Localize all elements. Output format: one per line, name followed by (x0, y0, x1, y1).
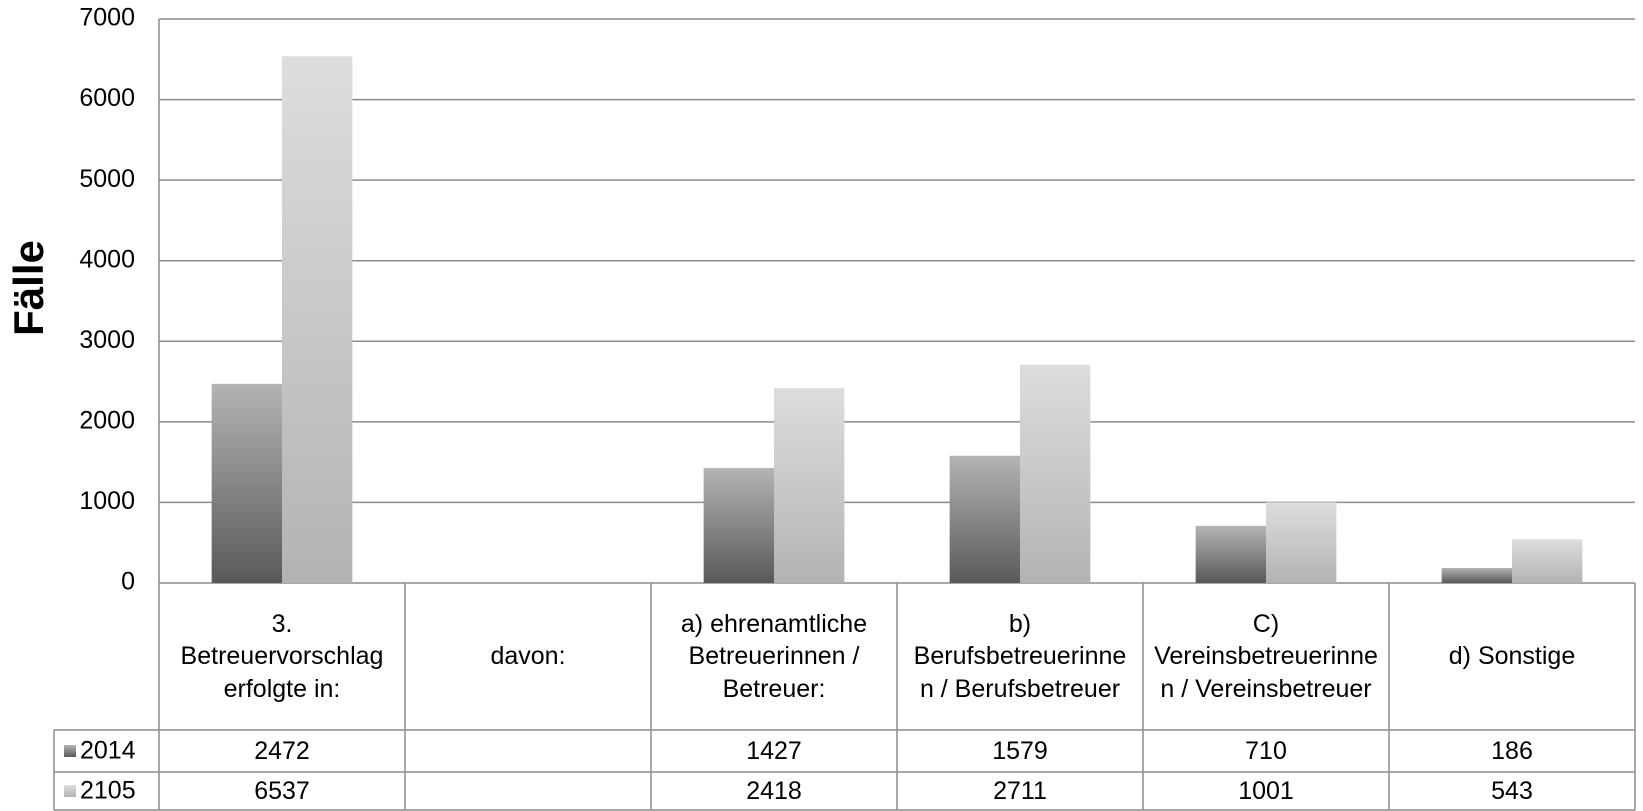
y-tick-label: 2000 (79, 406, 135, 434)
bar (1512, 539, 1583, 583)
table-value: 2711 (993, 776, 1047, 805)
legend-marker (64, 785, 76, 797)
table-value: 186 (1491, 736, 1533, 765)
y-tick-label: 7000 (79, 4, 135, 32)
category-label: C) Vereinsbetreuerinnen / Vereinsbetreue… (1154, 609, 1378, 703)
table-value: 1427 (746, 736, 802, 765)
y-tick-label: 0 (121, 568, 135, 596)
bar (1195, 525, 1266, 583)
bar (211, 383, 282, 583)
table-value: 1001 (1238, 776, 1294, 805)
table-value: 2472 (254, 736, 310, 765)
y-tick-label: 1000 (79, 487, 135, 515)
y-tick-label: 4000 (79, 245, 135, 273)
y-tick-label: 3000 (79, 326, 135, 354)
category-label: davon: (490, 642, 566, 671)
table-value: 6537 (254, 776, 310, 805)
legend-label: 2014 (80, 737, 136, 765)
bar (1441, 568, 1512, 583)
bar (949, 455, 1020, 583)
bar (1020, 364, 1091, 583)
y-tick-label: 5000 (79, 165, 135, 193)
table-value: 1579 (992, 736, 1048, 765)
table-value: 710 (1245, 736, 1287, 765)
bar (1266, 502, 1337, 583)
category-label: 3. Betreuervorschlag erfolgte in: (180, 609, 384, 703)
category-label: a) ehrenamtliche Betreuerinnen / Betreue… (680, 609, 868, 703)
bar (703, 468, 774, 583)
y-axis-label: Fälle (5, 240, 52, 336)
table-value: 543 (1491, 776, 1533, 805)
table-value: 2418 (746, 776, 802, 805)
y-tick-label: 6000 (79, 84, 135, 112)
bar (774, 388, 845, 583)
legend-marker (64, 745, 76, 757)
bar (282, 56, 353, 584)
category-label: d) Sonstige (1448, 642, 1576, 671)
category-label: b) Berufsbetreuerinnen / Berufsbetreuer (913, 609, 1127, 703)
legend-label: 2105 (80, 777, 136, 805)
